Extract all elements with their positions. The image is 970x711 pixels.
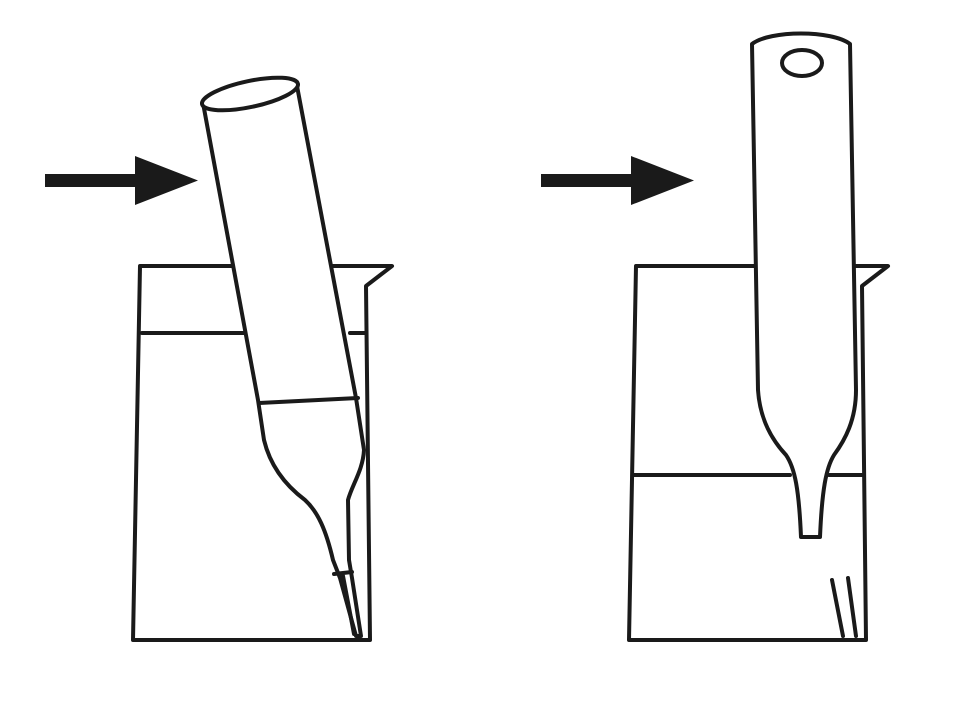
pipette-liquid-level (257, 396, 360, 405)
left-panel (45, 75, 394, 642)
pipette-body (750, 31, 858, 539)
beaker-outline (131, 264, 394, 642)
pipette-tip-line (332, 570, 354, 576)
pipette-tip-inner (341, 574, 356, 636)
right-panel (541, 31, 890, 642)
arrow-right-icon (45, 156, 198, 205)
pipette-tip-right (846, 576, 858, 638)
pipette-tip-left (830, 578, 845, 638)
pipette-tilted (199, 75, 366, 638)
arrow-right-icon (541, 156, 694, 205)
pipette-upright (750, 31, 858, 638)
pipette-opening (199, 75, 301, 113)
beaker (131, 264, 394, 642)
finger-hole-icon (780, 48, 824, 78)
pipette-body (201, 84, 366, 638)
